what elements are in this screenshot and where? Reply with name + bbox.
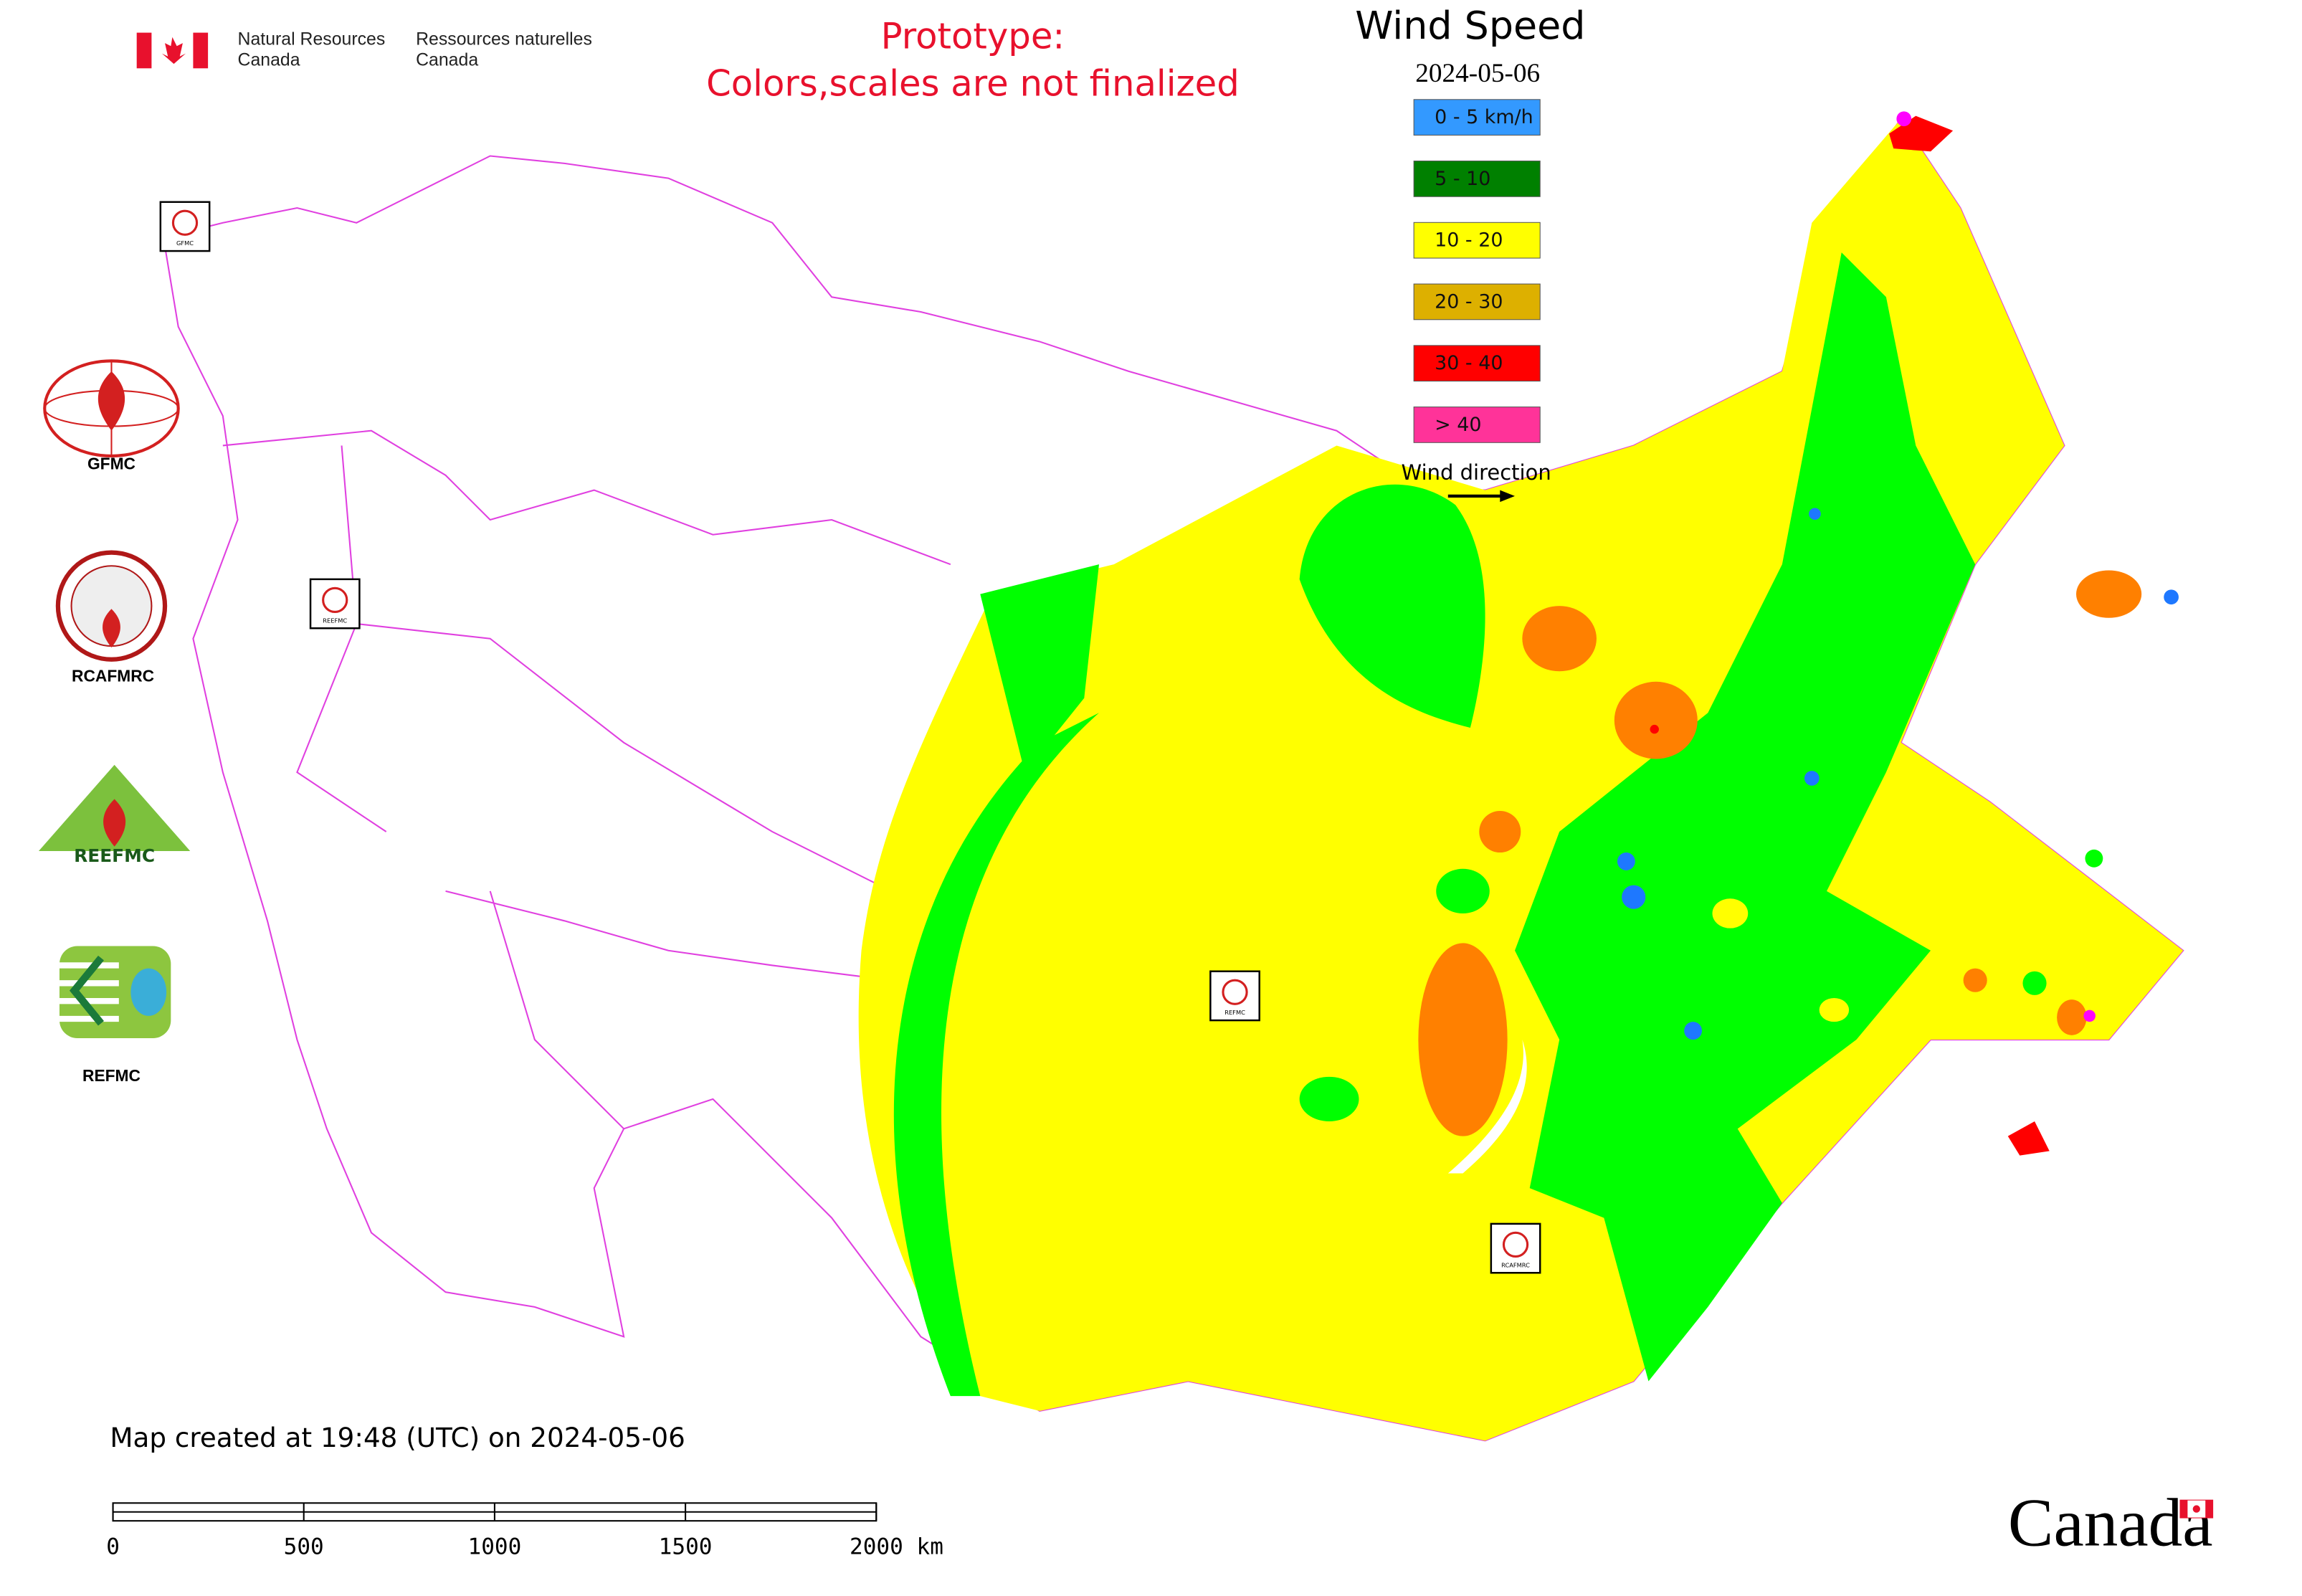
wind-region-5-10 — [1299, 484, 1485, 728]
wind-region-20-30 — [1614, 681, 1698, 759]
wind-region-20-30 — [1479, 811, 1521, 853]
legend-label: > 40 — [1435, 414, 1481, 436]
wind-region-30-40 — [2007, 1121, 2050, 1156]
scale-label: 2000 km — [850, 1534, 943, 1559]
station-label: RCAFMRC — [1501, 1261, 1530, 1268]
wind-region-0-5 — [1804, 771, 1820, 786]
canada-wordmark: Canada — [2008, 1484, 2213, 1560]
wind-region-30-40 — [1650, 724, 1659, 734]
logo-text: REEFMC — [74, 845, 155, 866]
lake — [1447, 1040, 1527, 1174]
scale-label: 1500 — [659, 1534, 713, 1559]
legend-swatch — [1413, 345, 1541, 382]
logo-refmc — [59, 946, 171, 1038]
wind-region-5-10 — [1436, 868, 1490, 913]
agency-fr: Canada — [416, 50, 478, 70]
wind-region-10-20 — [1819, 998, 1850, 1022]
wind-region-0-5 — [1622, 885, 1646, 909]
agency-en: Canada — [238, 50, 300, 70]
legend-swatch — [1413, 283, 1541, 320]
scale-label: 500 — [284, 1534, 324, 1559]
wind-region-20-30 — [1418, 943, 1508, 1136]
legend: 0 - 5 km/h 5 - 10 10 - 20 20 - 30 30 - 40 > 4… — [1413, 99, 1541, 443]
scale-label: 1000 — [468, 1534, 522, 1559]
wind-region-5-10 — [893, 713, 1099, 1397]
agency-en: Natural Resources — [238, 29, 386, 49]
station-icon — [1222, 979, 1248, 1005]
wind-arrow — [1447, 490, 1516, 503]
legend-label: 30 - 40 — [1435, 352, 1503, 374]
flag — [136, 32, 209, 69]
station-label: GFMC — [176, 239, 194, 247]
legend-swatch — [1413, 161, 1541, 197]
legend-label: 5 - 10 — [1435, 168, 1490, 190]
legend-label: 10 - 20 — [1435, 229, 1503, 252]
logo-label: RCAFMRC — [72, 667, 154, 685]
wind-region-0-5 — [1684, 1022, 1703, 1040]
wind-region-10-20 — [1712, 898, 1749, 928]
legend-swatch — [1413, 99, 1541, 136]
station-icon — [171, 209, 199, 236]
wind-region-5-10 — [1299, 1076, 1359, 1121]
legend-swatch — [1413, 407, 1541, 443]
wind-region-0-5 — [2164, 589, 2179, 605]
wind-region-gt-40 — [2083, 1010, 2096, 1022]
map-date: 2024-05-06 — [1415, 59, 1540, 88]
legend-swatch — [1413, 222, 1541, 259]
wordmark-flag — [2179, 1499, 2214, 1519]
country-borders — [222, 429, 951, 1130]
station-icon — [1502, 1231, 1529, 1258]
prototype-note: Prototype: — [881, 15, 1065, 57]
station-icon — [322, 586, 348, 613]
scale-label: 0 — [106, 1534, 120, 1559]
agency-fr: Ressources naturelles — [416, 29, 592, 49]
wind-region-5-10 — [980, 564, 1099, 773]
station-label: REEFMC — [323, 617, 347, 624]
legend-label: 0 - 5 km/h — [1435, 106, 1533, 128]
wind-region-20-30 — [1522, 606, 1597, 672]
wind-region-20-30 — [2076, 570, 2142, 618]
legend-label: 20 - 30 — [1435, 290, 1503, 313]
wind-region-0-5 — [1809, 508, 1821, 521]
wind-region-20-30 — [1963, 968, 1987, 992]
wind-region-5-10 — [2022, 971, 2047, 995]
logo-label: REFMC — [82, 1066, 141, 1085]
prototype-note: Colors,scales are not finalized — [706, 63, 1240, 105]
wind-region-5-10 — [1515, 252, 1976, 1382]
logo-rcafmrc — [55, 550, 168, 662]
scale-bar: 0 500 1000 1500 2000 km — [106, 1502, 943, 1559]
logo-reefmc: REEFMC — [38, 764, 191, 866]
wind-region-gt-40 — [1896, 111, 1912, 127]
map-title: Wind Speed — [1355, 3, 1585, 48]
station-label: REFMC — [1224, 1009, 1245, 1016]
created-note: Map created at 19:48 (UTC) on 2024-05-06 — [110, 1422, 685, 1453]
logo-gfmc — [43, 359, 180, 458]
wind-direction-label: Wind direction — [1402, 460, 1551, 485]
wind-region-0-5 — [1617, 852, 1635, 870]
wind-region-20-30 — [2057, 999, 2087, 1035]
map-area: GFMC REEFMC REFMC RCAFMRC — [159, 111, 2184, 1442]
wind-region-5-10 — [2085, 849, 2103, 868]
logo-label: GFMC — [87, 454, 135, 472]
